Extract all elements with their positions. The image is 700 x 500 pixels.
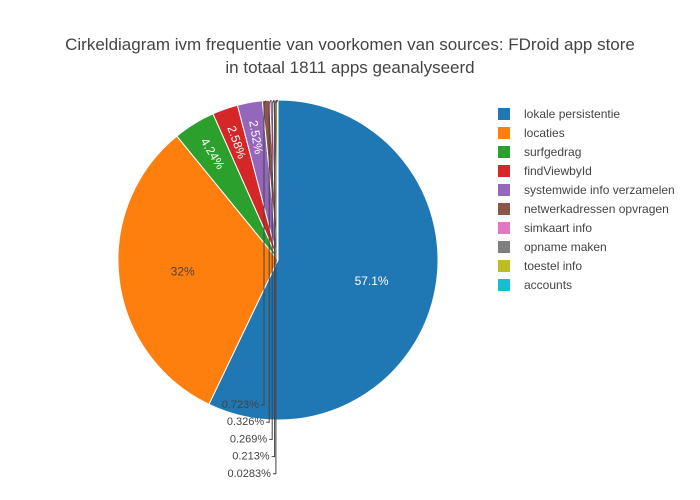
- slice-labels: 57.1%32%4.24%2.58%2.52%0.723%0.326%0.269…: [171, 119, 389, 480]
- legend-label: simkaart info: [524, 221, 592, 235]
- legend-label: systemwide info verzamelen: [524, 183, 675, 197]
- legend-label: accounts: [524, 278, 572, 292]
- slice-label: 2.52%: [246, 119, 266, 155]
- legend: lokale persistentie locaties surfgedrag fin…: [498, 107, 675, 292]
- leader-lines: [261, 99, 279, 475]
- slice-label: 0.723%: [222, 399, 260, 411]
- leader-line: [271, 99, 278, 458]
- legend-swatch: [498, 127, 510, 139]
- legend-swatch: [498, 165, 510, 177]
- slice-label: 0.326%: [227, 416, 265, 428]
- legend-label: lokale persistentie: [524, 107, 620, 121]
- legend-swatch: [498, 108, 510, 120]
- slice-label: 0.213%: [232, 451, 270, 463]
- legend-label: locaties: [524, 126, 565, 140]
- legend-label: opname maken: [524, 240, 607, 254]
- chart-subtitle: in totaal 1811 apps geanalyseerd: [225, 58, 474, 77]
- legend-label: findViewbyId: [524, 164, 592, 178]
- slice-label: 32%: [171, 264, 195, 278]
- legend-label: surfgedrag: [524, 145, 581, 159]
- leader-line: [261, 100, 267, 406]
- pie-slice: [117, 135, 279, 406]
- legend-swatch: [498, 222, 510, 234]
- legend-swatch: [498, 260, 510, 272]
- slice-label: 0.0283%: [227, 468, 271, 480]
- legend-swatch: [498, 241, 510, 253]
- chart-title: Cirkeldiagram ivm frequentie van voorkom…: [65, 35, 635, 54]
- legend-swatch: [498, 146, 510, 158]
- slice-label: 57.1%: [355, 274, 389, 288]
- legend-label: netwerkadressen opvragen: [524, 202, 669, 216]
- legend-label: toestel info: [524, 259, 582, 273]
- legend-swatch: [498, 184, 510, 196]
- slice-label: 0.269%: [230, 433, 268, 445]
- leader-line: [272, 99, 279, 475]
- pie-slices: [117, 99, 439, 421]
- leader-line: [269, 99, 275, 440]
- pie-slice: [208, 99, 439, 421]
- legend-swatch: [498, 203, 510, 215]
- legend-swatch: [498, 279, 510, 291]
- leader-line: [266, 99, 272, 423]
